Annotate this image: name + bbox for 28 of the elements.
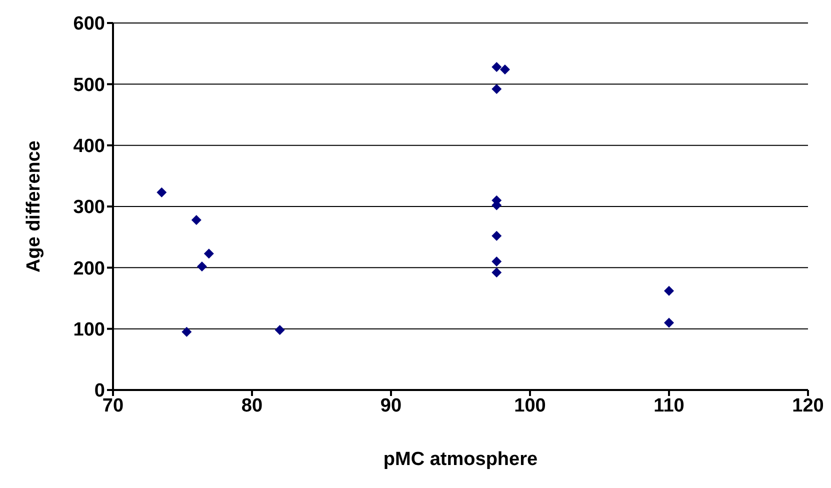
- x-tick-label: 80: [241, 395, 263, 416]
- point: [500, 64, 510, 74]
- point: [492, 62, 502, 72]
- y-tick-label: 600: [73, 14, 105, 35]
- x-tick-label: 90: [380, 395, 402, 416]
- x-tick-label: 120: [792, 395, 824, 416]
- x-tick-label: 70: [102, 395, 124, 416]
- point: [156, 187, 167, 198]
- y-axis-title: Age difference: [24, 140, 45, 272]
- point: [492, 230, 502, 241]
- x-axis-title: pMC atmosphere: [383, 449, 538, 470]
- y-tick-label: 200: [73, 258, 105, 280]
- point: [191, 214, 202, 225]
- point: [664, 318, 674, 328]
- point: [196, 261, 207, 272]
- x-tick-label: 110: [654, 395, 684, 416]
- y-tick-label: 300: [73, 197, 105, 218]
- x-tick-label: 100: [514, 395, 546, 416]
- point: [492, 256, 502, 267]
- y-tick-label: 400: [73, 136, 105, 158]
- point: [182, 326, 192, 337]
- point: [492, 268, 502, 278]
- point: [204, 248, 214, 259]
- point: [274, 325, 285, 336]
- point: [492, 84, 502, 94]
- y-tick-label: 100: [73, 320, 105, 341]
- point: [664, 286, 674, 296]
- y-tick-label: 500: [73, 74, 105, 96]
